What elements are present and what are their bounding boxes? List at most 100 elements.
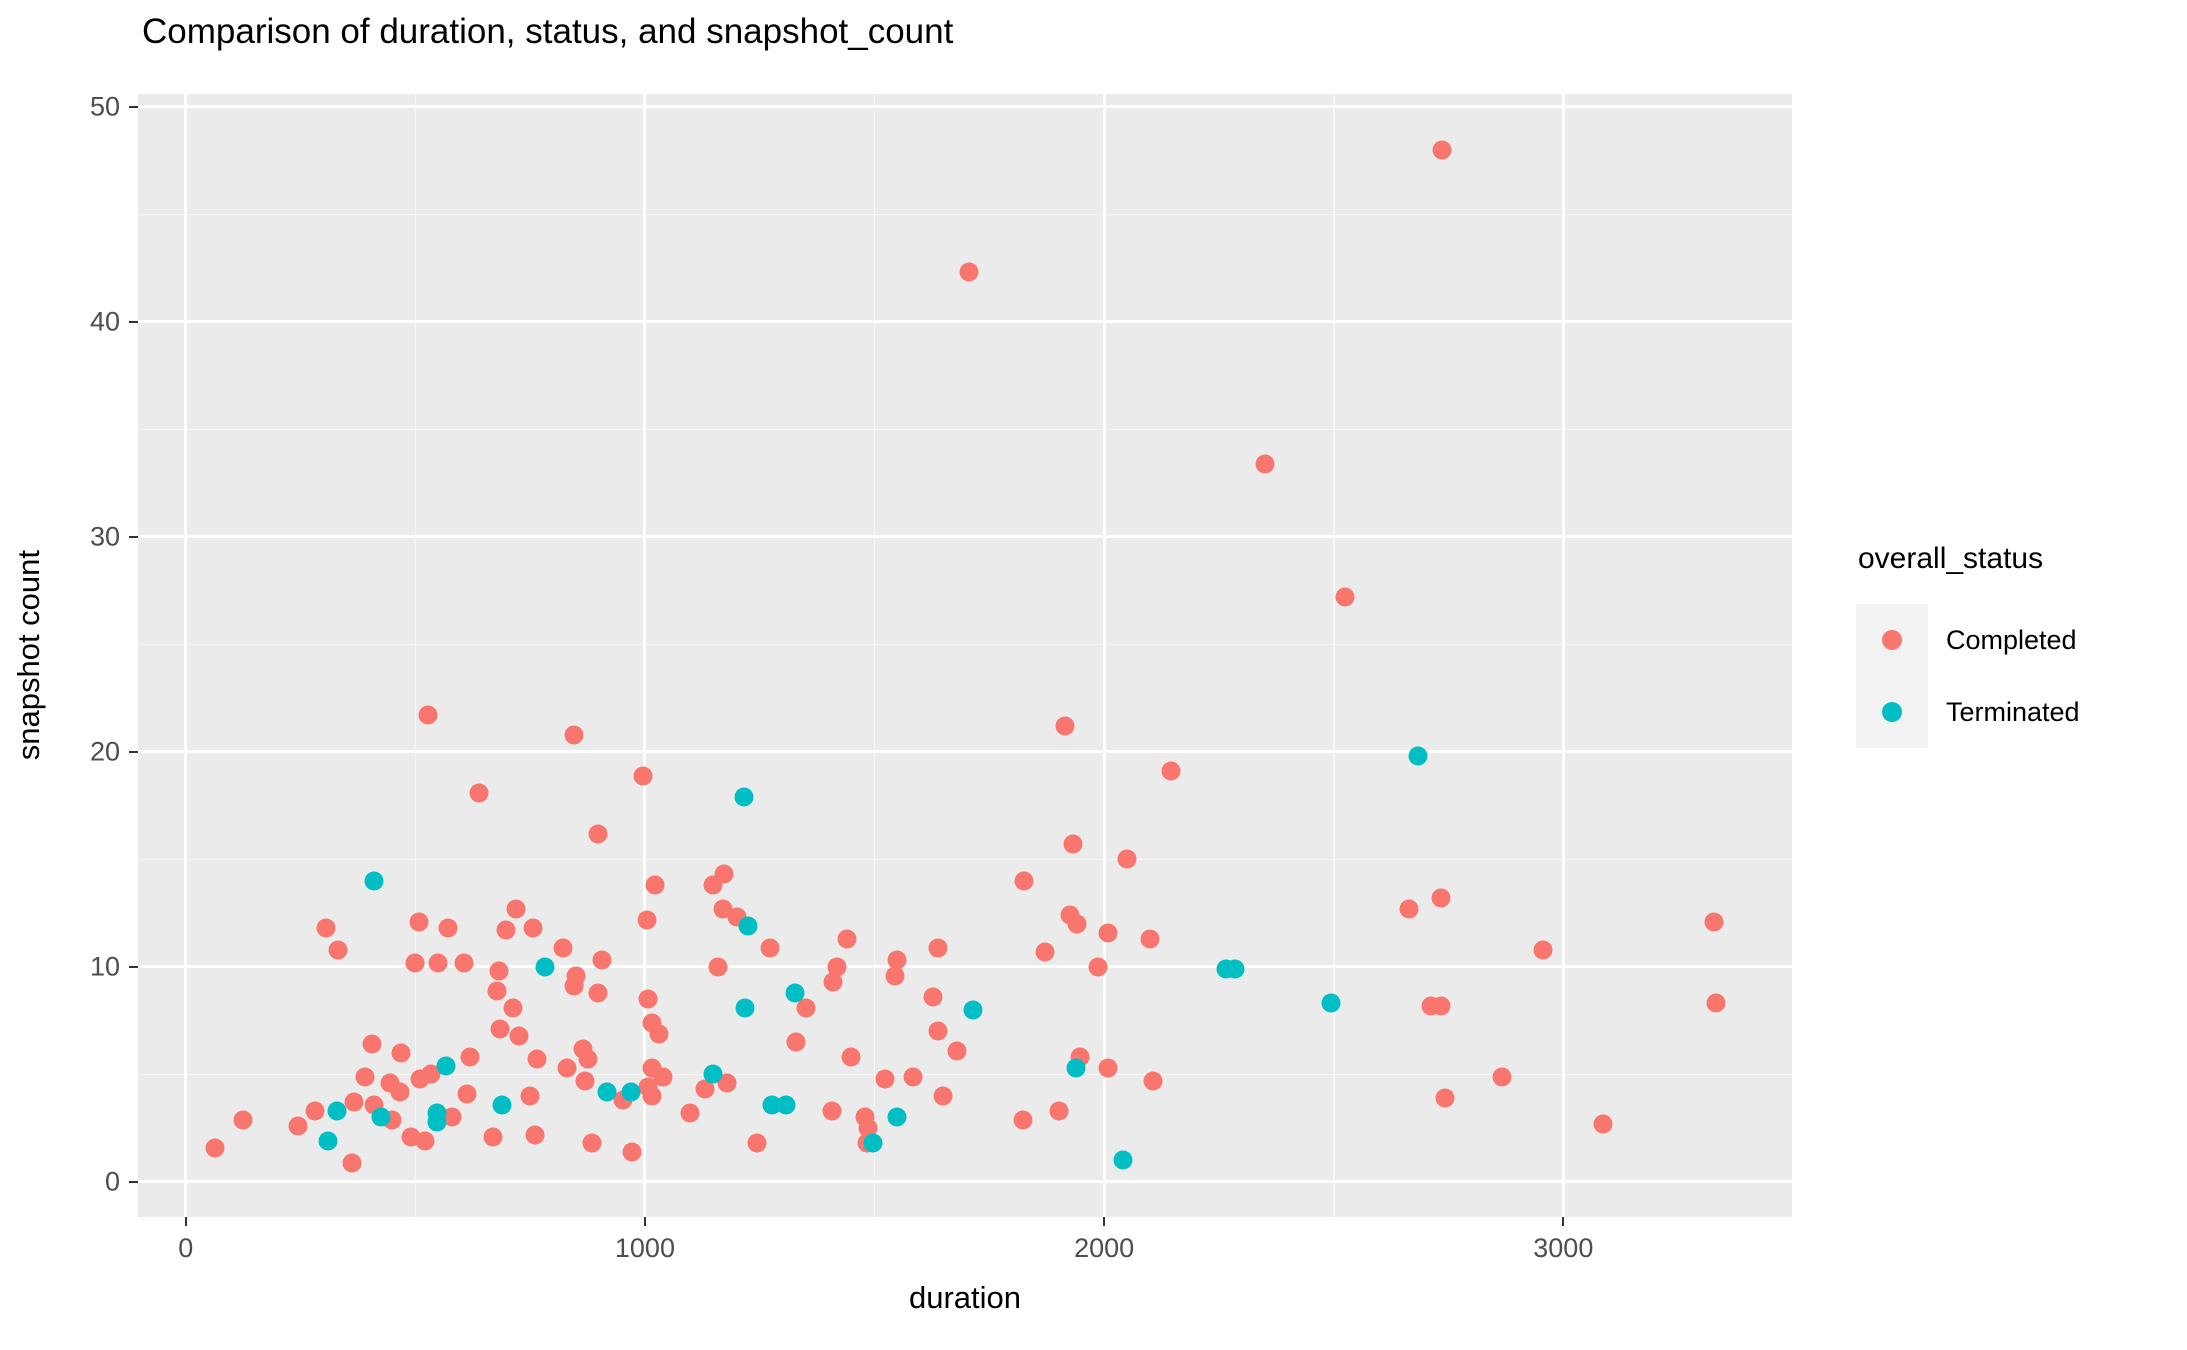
data-point-terminated [597, 1082, 617, 1102]
y-major-gridline [138, 965, 1792, 969]
data-point-completed [438, 918, 458, 938]
y-tick-label: 0 [104, 1166, 120, 1197]
data-point-completed [288, 1116, 308, 1136]
data-point-terminated [1225, 959, 1245, 979]
legend-item-label: Terminated [1946, 696, 2080, 727]
data-point-completed [575, 1071, 595, 1091]
data-point-terminated [371, 1107, 391, 1127]
data-point-completed [390, 1082, 410, 1102]
data-point-completed [355, 1067, 375, 1087]
data-point-completed [1704, 912, 1724, 932]
data-point-completed [933, 1086, 953, 1106]
data-point-terminated [364, 871, 384, 891]
plot-panel [138, 94, 1792, 1217]
data-point-terminated [327, 1101, 347, 1121]
y-major-gridline [138, 105, 1792, 109]
data-point-completed [328, 940, 348, 960]
data-point-terminated [492, 1095, 512, 1115]
legend-items: Completed Terminated [1856, 604, 2080, 748]
x-tick-label: 1000 [614, 1233, 675, 1263]
y-tick-label: 40 [89, 306, 120, 337]
legend-key [1856, 676, 1928, 748]
x-major-gridline [1561, 94, 1565, 1217]
data-point-completed [1014, 871, 1034, 891]
data-point-completed [1063, 834, 1083, 854]
data-point-completed [786, 1032, 806, 1052]
data-point-completed [454, 953, 474, 973]
data-point-terminated [963, 1000, 983, 1020]
data-point-completed [415, 1131, 435, 1151]
legend-title: overall_status [1858, 542, 2044, 575]
y-tick-mark [129, 535, 138, 538]
data-point-terminated [738, 916, 758, 936]
data-point-completed [637, 910, 657, 930]
data-point-completed [564, 976, 584, 996]
data-point-completed [428, 953, 448, 973]
x-tick-mark [184, 1217, 187, 1226]
data-point-completed [1067, 914, 1087, 934]
data-point-terminated [887, 1107, 907, 1127]
data-point-terminated [776, 1095, 796, 1115]
data-point-terminated [1066, 1058, 1086, 1078]
data-point-completed [645, 875, 665, 895]
data-point-completed [1035, 942, 1055, 962]
data-point-completed [525, 1125, 545, 1145]
data-point-completed [841, 1047, 861, 1067]
data-point-completed [305, 1101, 325, 1121]
data-point-completed [708, 957, 728, 977]
data-point-completed [1161, 761, 1181, 781]
y-tick-mark [129, 965, 138, 968]
y-tick-mark [129, 320, 138, 323]
data-point-completed [1431, 996, 1451, 1016]
x-minor-gridline [414, 94, 417, 1217]
data-point-completed [487, 981, 507, 1001]
data-point-completed [1098, 1058, 1118, 1078]
y-major-gridline [138, 1180, 1792, 1184]
legend-item-terminated: Terminated [1856, 676, 2080, 748]
data-point-completed [1432, 140, 1452, 160]
x-minor-gridline [873, 94, 876, 1217]
data-point-completed [1140, 929, 1160, 949]
data-point-terminated [703, 1064, 723, 1084]
legend: overall_status Completed Terminated [1856, 542, 2080, 748]
data-point-terminated [1321, 993, 1341, 1013]
y-minor-gridline [138, 428, 1792, 431]
data-point-terminated [436, 1056, 456, 1076]
data-point-completed [523, 918, 543, 938]
data-point-completed [557, 1058, 577, 1078]
data-point-completed [489, 961, 509, 981]
data-point-completed [885, 966, 905, 986]
x-axis-title: duration [908, 1280, 1022, 1315]
x-tick-mark [643, 1217, 646, 1226]
data-point-completed [622, 1142, 642, 1162]
data-point-completed [503, 998, 523, 1018]
data-point-terminated [863, 1133, 883, 1153]
data-point-completed [1013, 1110, 1033, 1130]
data-point-completed [837, 929, 857, 949]
data-point-completed [342, 1153, 362, 1173]
data-point-completed [344, 1092, 364, 1112]
data-point-terminated [318, 1131, 338, 1151]
y-minor-gridline [138, 643, 1792, 646]
data-point-completed [923, 987, 943, 1007]
data-point-completed [858, 1118, 878, 1138]
y-minor-gridline [138, 213, 1792, 216]
data-point-completed [405, 953, 425, 973]
data-point-completed [827, 957, 847, 977]
data-point-completed [1706, 993, 1726, 1013]
legend-dot-icon [1882, 702, 1902, 722]
y-major-gridline [138, 750, 1792, 754]
data-point-completed [409, 912, 429, 932]
data-point-terminated [735, 998, 755, 1018]
y-tick-label: 10 [89, 951, 120, 982]
x-tick-mark [1562, 1217, 1565, 1226]
data-point-terminated [734, 787, 754, 807]
x-tick-label: 2000 [1074, 1233, 1135, 1263]
data-point-completed [588, 983, 608, 1003]
data-point-completed [653, 1067, 673, 1087]
x-major-gridline [1102, 94, 1106, 1217]
data-point-completed [947, 1041, 967, 1061]
data-point-completed [362, 1034, 382, 1054]
data-point-completed [1143, 1071, 1163, 1091]
